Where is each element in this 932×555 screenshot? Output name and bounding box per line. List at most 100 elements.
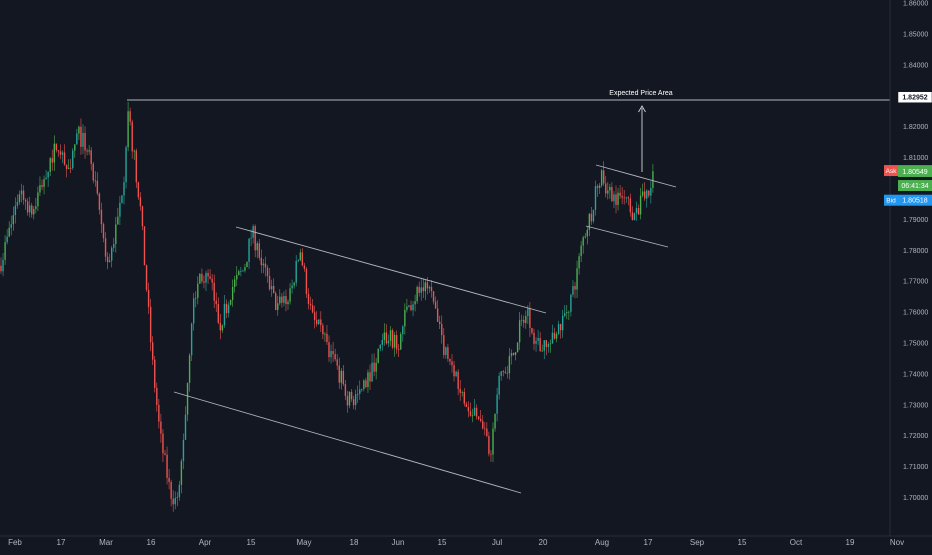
- last-price-value: 1.80549: [902, 169, 927, 176]
- candle-body: [494, 413, 496, 429]
- candle-body: [115, 224, 117, 244]
- candle-body: [566, 312, 568, 314]
- flag-lower-line[interactable]: [585, 225, 669, 248]
- candle-body: [305, 268, 308, 294]
- candle-body: [609, 186, 611, 191]
- candle-body: [78, 126, 80, 134]
- candle-body: [133, 150, 135, 152]
- candle-body: [629, 198, 632, 213]
- candle-body: [182, 439, 185, 461]
- candle-body: [125, 147, 127, 183]
- candle-body: [49, 158, 51, 172]
- candle-body: [190, 323, 193, 356]
- candle-body: [111, 247, 113, 261]
- candle-body: [213, 282, 215, 301]
- candle-body: [137, 182, 140, 198]
- candle-body: [627, 197, 629, 199]
- candle-body: [318, 319, 320, 325]
- candle-body: [547, 343, 550, 347]
- candle-body: [527, 308, 529, 317]
- candle-body: [67, 167, 70, 169]
- candle-body: [186, 382, 189, 415]
- candle-body: [578, 256, 580, 269]
- candle-body: [238, 271, 240, 276]
- last-price-tag: [898, 165, 932, 177]
- candle-body: [408, 305, 410, 307]
- candle-body: [467, 407, 470, 412]
- upper-channel-line[interactable]: [235, 226, 547, 314]
- candle-body: [600, 170, 603, 186]
- candle-body: [209, 276, 211, 279]
- candle-body: [281, 296, 283, 303]
- time-tick-label: Sep: [690, 538, 705, 547]
- candle-body: [84, 132, 86, 151]
- candle-body: [61, 152, 64, 155]
- candle-body: [469, 411, 472, 416]
- candle-body: [35, 206, 37, 210]
- candle-body: [586, 229, 588, 237]
- candle-body: [45, 177, 47, 180]
- time-tick-label: Apr: [199, 538, 212, 547]
- lower-channel-line[interactable]: [173, 391, 522, 494]
- candle-body: [223, 303, 226, 326]
- candle-body: [549, 343, 552, 345]
- candle-body: [311, 305, 314, 313]
- candle-body: [473, 407, 476, 416]
- candle-body: [354, 394, 357, 406]
- candle-body: [543, 340, 545, 351]
- candle-body: [535, 340, 537, 344]
- candle-body: [217, 304, 219, 323]
- price-tick-label: 1.70000: [903, 495, 928, 502]
- candle-body: [158, 404, 160, 422]
- candle-body: [4, 242, 6, 260]
- time-tick-label: 17: [644, 538, 653, 547]
- candle-body: [391, 330, 394, 348]
- candle-body: [379, 344, 381, 349]
- time-tick-label: Nov: [890, 538, 904, 547]
- candle-body: [234, 279, 236, 287]
- candle-body: [229, 299, 232, 305]
- time-axis[interactable]: Feb 17 Mar 16 Apr 15 May 18 Jun 15 Jul 20 Aug 17 Sep 15…: [0, 535, 932, 547]
- candle-body: [623, 197, 625, 199]
- price-tick-label: 1.74000: [903, 371, 928, 378]
- candle-body: [496, 394, 498, 414]
- candle-body: [428, 286, 431, 289]
- candle-body: [443, 335, 445, 355]
- price-tick-label: 1.82000: [903, 124, 928, 131]
- candle-body: [420, 287, 422, 293]
- candle-body: [465, 403, 468, 408]
- level-price-value: 1.82952: [902, 95, 927, 102]
- candle-body: [576, 268, 578, 290]
- time-tick-label: 19: [846, 538, 855, 547]
- candle-body: [8, 227, 10, 237]
- candle-body: [375, 362, 377, 372]
- candle-body: [180, 460, 183, 485]
- candle-body: [176, 497, 178, 498]
- candle-body: [166, 454, 168, 478]
- candle-body: [342, 370, 345, 385]
- candle-body: [145, 265, 148, 290]
- candle-body: [289, 288, 291, 302]
- candle-body: [260, 257, 263, 266]
- candle-body: [582, 237, 584, 246]
- candle-body: [648, 190, 650, 196]
- candle-body: [510, 352, 513, 357]
- candle-body: [205, 272, 207, 283]
- candle-body: [162, 433, 164, 454]
- time-tick-label: 15: [438, 538, 447, 547]
- flag-upper-line[interactable]: [595, 164, 677, 188]
- time-tick-label: 15: [738, 538, 747, 547]
- candle-body: [135, 150, 137, 183]
- price-tags: 1.82952Ask1.805791.8054906:41:34Bid1.805…: [884, 91, 932, 206]
- candle-body: [531, 327, 533, 333]
- candle-body: [400, 334, 402, 350]
- bid-price-value: 1.80518: [902, 198, 927, 205]
- candle-body: [418, 287, 420, 293]
- candle-body: [439, 321, 441, 324]
- candle-body: [650, 187, 652, 196]
- candle-body: [430, 286, 433, 292]
- candle-body: [537, 338, 539, 341]
- candle-body: [207, 272, 209, 277]
